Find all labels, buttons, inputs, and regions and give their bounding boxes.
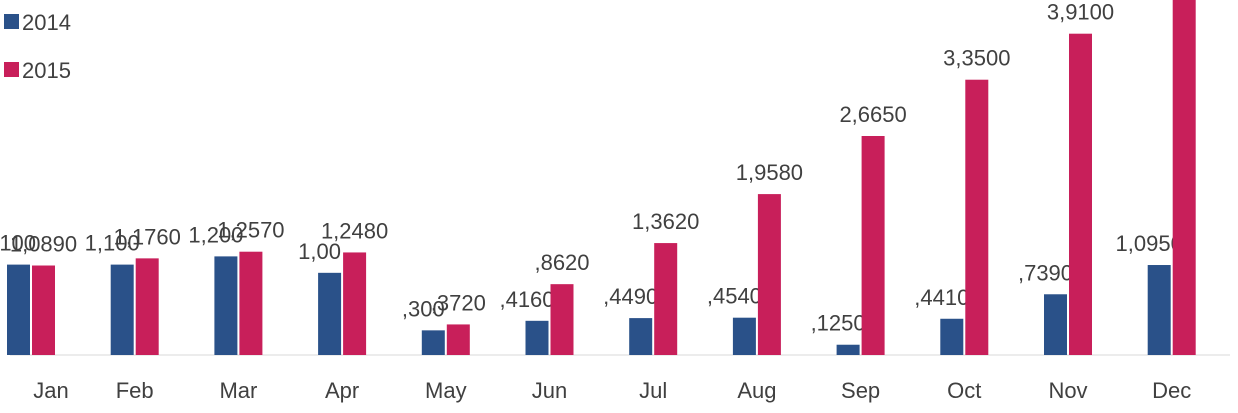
data-label: 1,00 [298, 239, 341, 264]
data-label: 1,100 [0, 231, 36, 256]
bar [757, 194, 781, 355]
legend-label: 2015 [22, 58, 71, 83]
x-tick-label: Apr [325, 378, 359, 403]
legend-label: 2014 [22, 10, 71, 35]
bar [732, 317, 756, 355]
data-label: ,4160 [499, 287, 554, 312]
bar [32, 265, 55, 355]
x-tick-label: May [425, 378, 467, 403]
bar [214, 256, 238, 355]
data-label: ,7390 [1018, 260, 1073, 285]
data-label: 1,0890 [10, 232, 77, 257]
data-label: ,8620 [534, 250, 589, 275]
data-label: 1,0950 [1116, 231, 1183, 256]
data-label: ,4490 [603, 284, 658, 309]
data-label: 1,3620 [632, 209, 699, 234]
bar [421, 330, 445, 355]
bar [446, 324, 470, 355]
bar [343, 252, 367, 355]
x-tick-label: Dec [1152, 378, 1191, 403]
x-tick-label: Mar [219, 378, 257, 403]
x-tick-label: Sep [841, 378, 880, 403]
data-label: 2,6650 [839, 102, 906, 127]
bar [1044, 294, 1067, 355]
data-label: 1,9580 [736, 160, 803, 185]
bar [965, 79, 989, 356]
bar [940, 318, 964, 355]
data-label: 1,2480 [321, 218, 388, 243]
legend-swatch [4, 14, 19, 29]
bar [1172, 0, 1196, 355]
x-tick-label: Jul [639, 378, 667, 403]
data-label: 3,9100 [1047, 0, 1114, 25]
x-tick-label: Aug [737, 378, 776, 403]
bar [525, 320, 549, 355]
data-label: ,3720 [431, 290, 486, 315]
data-label: ,4410 [914, 285, 969, 310]
bar [654, 243, 678, 355]
bar [239, 251, 263, 355]
x-tick-label: Nov [1048, 378, 1087, 403]
bar [1069, 33, 1092, 355]
x-tick-label: Feb [116, 378, 154, 403]
bar [110, 264, 134, 355]
bar [135, 258, 159, 355]
bar [318, 272, 342, 355]
bar [836, 344, 860, 355]
x-tick-label: Jan [33, 378, 68, 403]
bar [550, 284, 574, 355]
bar [1147, 265, 1171, 355]
x-tick-label: Jun [532, 378, 567, 403]
legend-swatch [4, 62, 19, 77]
data-label: 1,2570 [217, 218, 284, 243]
data-label: ,4540 [707, 284, 762, 309]
data-label: ,1250 [811, 311, 866, 336]
data-label: 1,200 [188, 222, 243, 247]
bar [861, 136, 885, 355]
bar [7, 264, 30, 355]
data-label: 3,3500 [943, 46, 1010, 71]
x-tick-label: Oct [947, 378, 981, 403]
data-label: 1,1760 [114, 224, 181, 249]
bar [629, 318, 653, 355]
data-label: 1,100 [85, 231, 140, 256]
data-label: ,300 [402, 296, 445, 321]
